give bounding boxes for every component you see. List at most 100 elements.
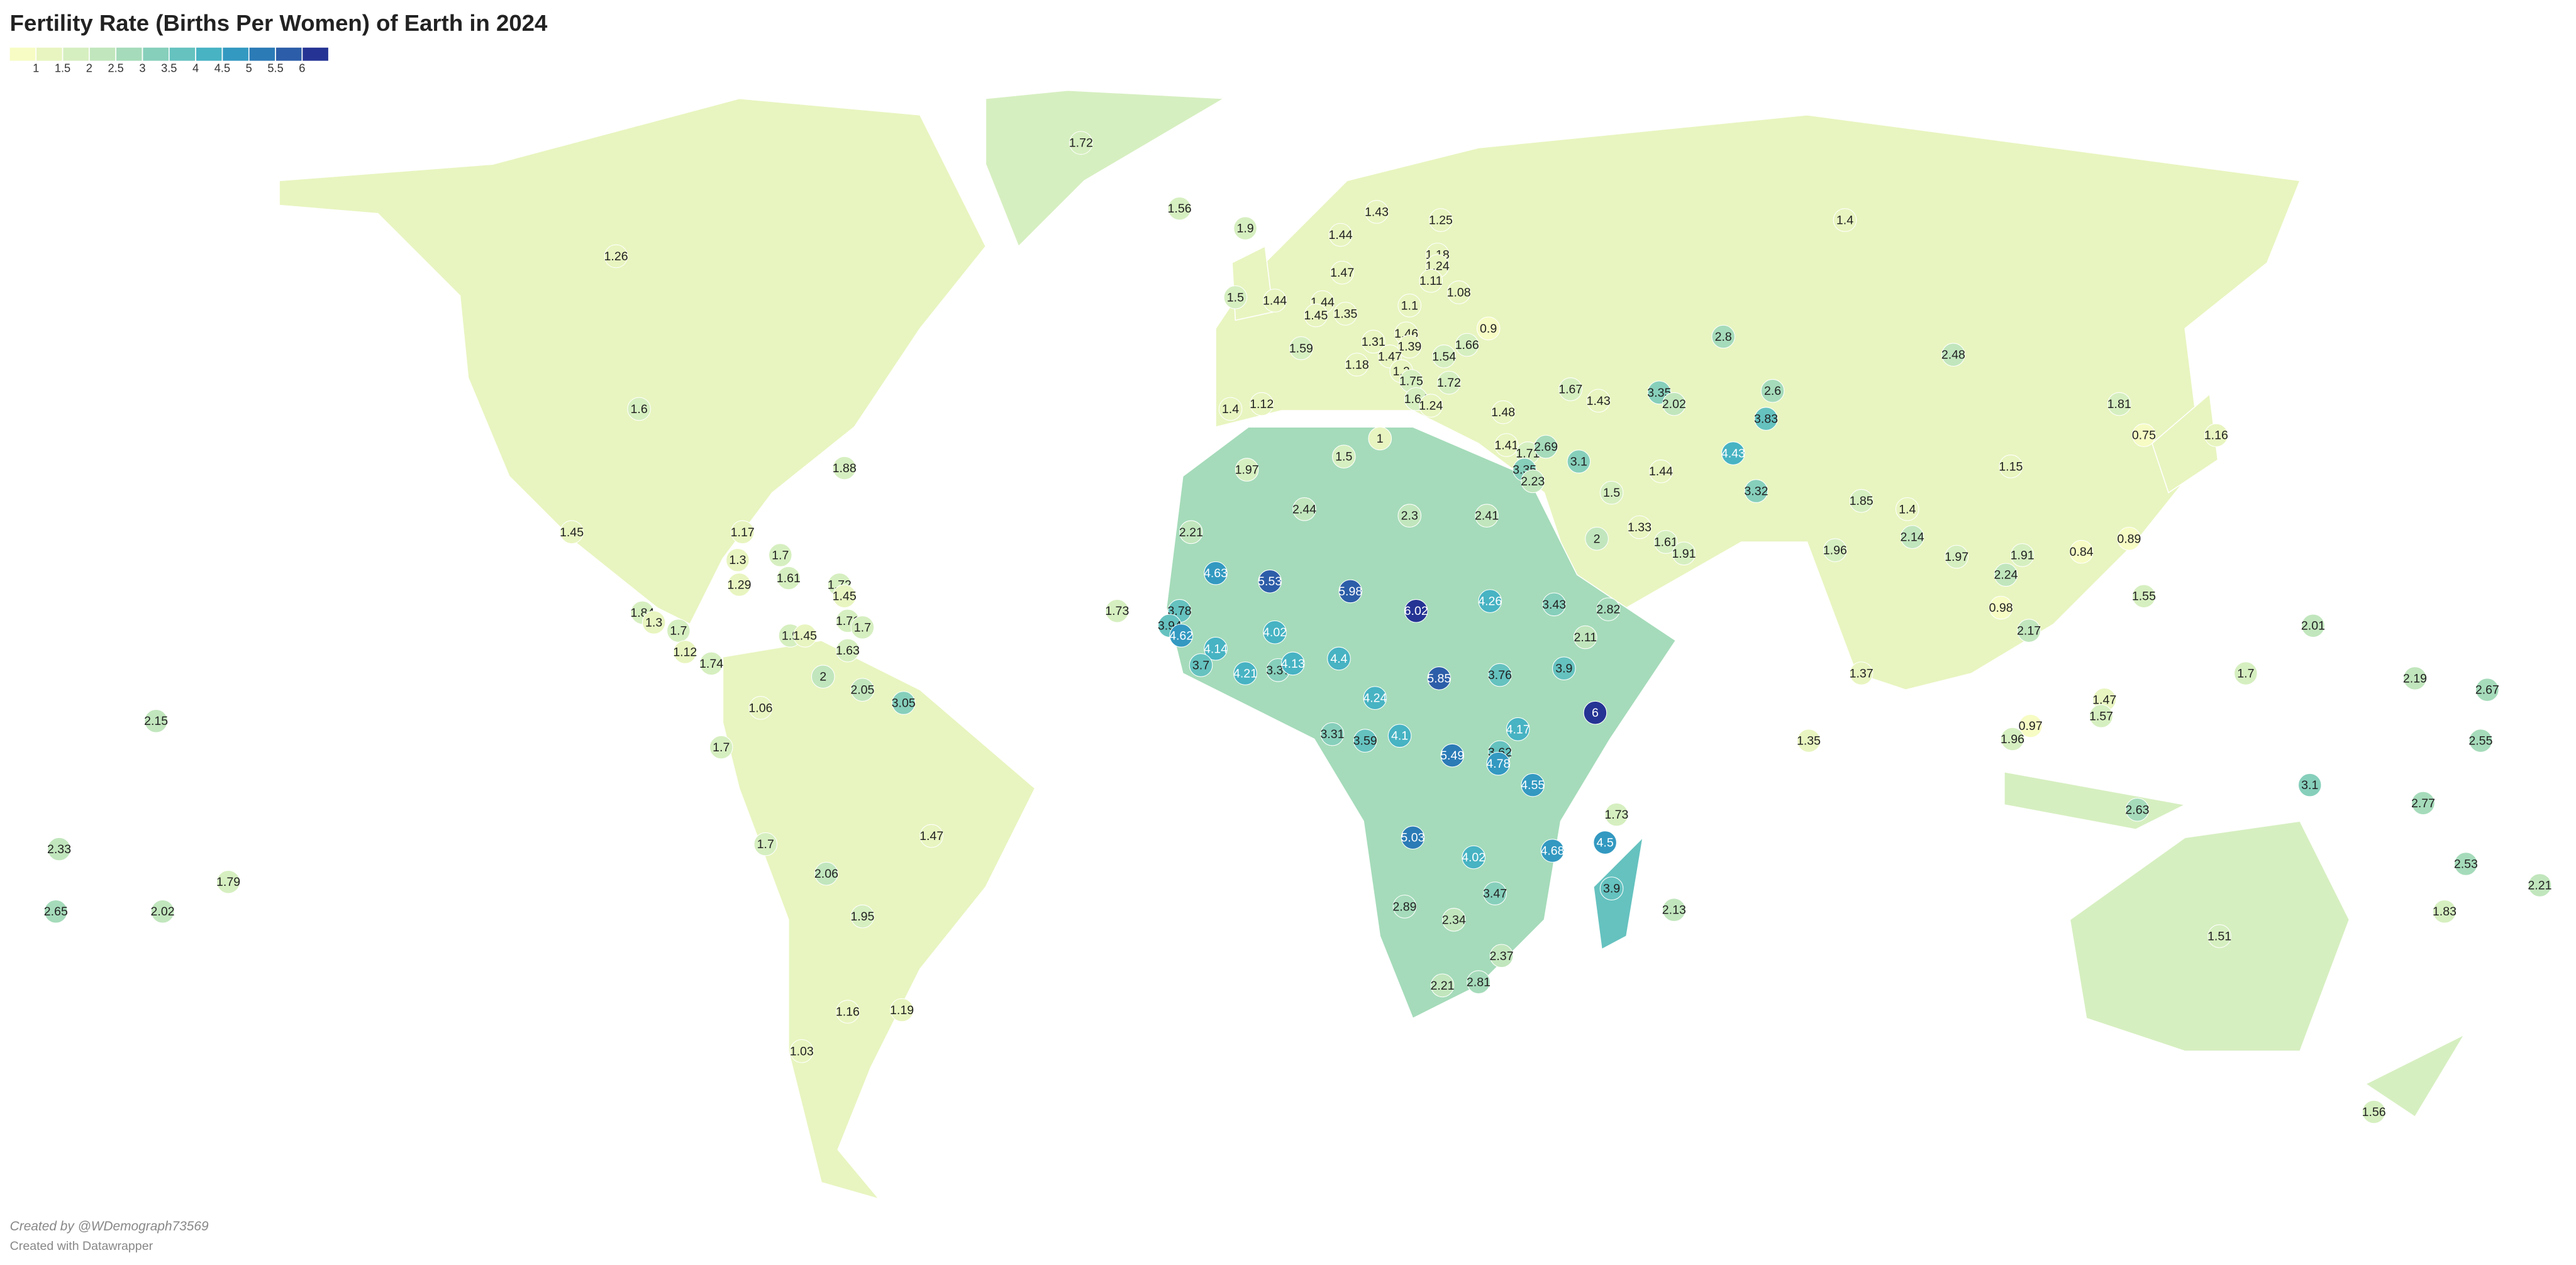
value-label: 1.47: [919, 829, 943, 843]
region-mark: [1486, 751, 1511, 776]
region-mark: [1945, 544, 1968, 569]
region-mark: [1263, 289, 1287, 312]
region-mark: [1397, 334, 1422, 358]
region-mark: [2001, 727, 2024, 751]
region-mark: [1900, 525, 1924, 549]
value-label: 1.7: [2237, 666, 2254, 680]
region-mark: [1233, 661, 1257, 685]
region-mark: [1653, 530, 1678, 554]
region-mark: [1441, 908, 1466, 932]
value-label: 2.24: [1994, 568, 2018, 582]
region-mark: [1478, 589, 1502, 613]
region-mark: [1823, 538, 1847, 562]
value-label: 1.88: [833, 461, 857, 475]
value-label: 1.5: [1227, 290, 1244, 304]
region-mark: [2234, 661, 2258, 685]
value-label: 1.63: [836, 644, 860, 658]
value-label: 2.21: [1179, 526, 1203, 539]
value-label: 1.75: [1399, 375, 1423, 389]
value-label: 1.85: [1850, 494, 1874, 508]
region-mark: [1363, 686, 1387, 710]
value-label: 2.11: [1574, 631, 1597, 644]
value-label: 0.97: [2019, 719, 2043, 733]
value-label: 1.3: [729, 553, 746, 567]
region-mark: [919, 824, 943, 848]
value-label: 4.4: [1330, 652, 1347, 666]
value-label: 1.44: [1263, 294, 1287, 308]
value-label: 2.8: [1715, 330, 1732, 344]
value-label: 1.7: [713, 741, 730, 754]
value-label: 3.76: [1488, 668, 1512, 682]
value-label: 1.54: [1432, 350, 1456, 363]
legend-label: 5.5: [267, 62, 283, 75]
region-mark: [1292, 497, 1316, 521]
region-mark: [1223, 285, 1248, 309]
value-label: 2.81: [1467, 976, 1491, 990]
region-mark: [2017, 619, 2041, 643]
region-mark: [1721, 441, 1745, 465]
region-mark: [726, 548, 750, 572]
region-mark: [1573, 625, 1597, 649]
region-mark: [641, 610, 666, 634]
region-mark: [777, 566, 801, 590]
value-label: 2.41: [1475, 509, 1499, 523]
region-mark: [1552, 656, 1576, 680]
region-mark: [144, 709, 168, 733]
value-label: 1.11: [1419, 274, 1443, 288]
region-mark: [1994, 563, 2018, 587]
value-label: 1.12: [673, 646, 697, 660]
value-label: 1.45: [833, 590, 857, 604]
value-label: 2.33: [47, 842, 71, 856]
value-label: 3.1: [2301, 778, 2318, 792]
value-label: 1.31: [1362, 335, 1385, 349]
region-mark: [1542, 592, 1566, 617]
region-mark: [1218, 397, 1243, 421]
region-mark: [44, 899, 68, 924]
region-mark: [1280, 651, 1305, 676]
value-label: 4.55: [1521, 778, 1545, 792]
new-zealand: [2365, 1033, 2466, 1118]
region-mark: [1599, 876, 1624, 901]
region-mark: [1628, 515, 1652, 539]
region-mark: [1489, 944, 1514, 968]
value-label: 2.05: [850, 683, 874, 697]
title: Fertility Rate (Births Per Women) of Ear…: [10, 10, 548, 36]
value-label: 4.21: [1233, 666, 1257, 680]
region-mark: [727, 573, 752, 597]
indonesia: [2004, 771, 2187, 830]
value-label: 1.7: [757, 837, 774, 851]
value-label: 1.56: [2362, 1105, 2386, 1119]
value-label: 2.3: [1401, 509, 1418, 523]
region-mark: [1476, 316, 1501, 341]
greenland: [985, 89, 1226, 248]
value-label: 4.13: [1281, 657, 1305, 671]
region-mark: [2132, 423, 2156, 448]
value-label: 2.23: [1521, 475, 1545, 489]
legend-swatch: [9, 47, 36, 61]
value-label: 2.89: [1392, 900, 1416, 914]
legend-swatch: [249, 47, 275, 61]
region-mark: [850, 678, 875, 702]
value-label: 2.6: [1764, 384, 1781, 398]
region-mark: [1427, 666, 1452, 690]
region-mark: [1401, 826, 1425, 850]
value-label: 3.83: [1754, 412, 1778, 426]
value-label: 1.4: [1899, 502, 1916, 516]
value-label: 1.44: [1649, 465, 1673, 478]
value-label: 1.47: [1330, 266, 1354, 280]
region-mark: [1521, 773, 1545, 797]
map-canvas: Fertility Rate (Births Per Women) of Ear…: [9, 10, 2552, 1253]
region-mark: [748, 696, 773, 720]
region-mark: [709, 735, 733, 760]
region-mark: [2454, 852, 2478, 876]
region-mark: [768, 543, 792, 567]
region-mark: [1494, 433, 1519, 457]
legend-label: 3: [139, 62, 145, 75]
value-label: 2.02: [1662, 397, 1686, 411]
value-label: 2.77: [2411, 797, 2435, 810]
region-mark: [47, 837, 71, 861]
value-label: 1.7: [772, 548, 789, 562]
region-mark: [814, 861, 838, 886]
value-label: 1.03: [790, 1044, 814, 1058]
value-label: 1.08: [1447, 285, 1471, 299]
